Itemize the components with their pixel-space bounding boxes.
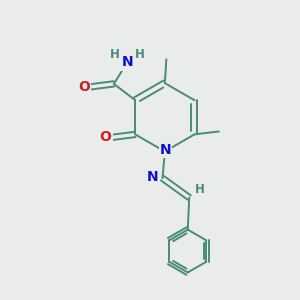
Text: H: H bbox=[135, 48, 145, 61]
Text: O: O bbox=[100, 130, 112, 144]
Text: O: O bbox=[78, 80, 90, 94]
Text: N: N bbox=[160, 143, 171, 157]
Text: N: N bbox=[122, 56, 133, 70]
Text: H: H bbox=[110, 48, 120, 61]
Text: N: N bbox=[147, 170, 159, 184]
Text: H: H bbox=[195, 183, 205, 196]
